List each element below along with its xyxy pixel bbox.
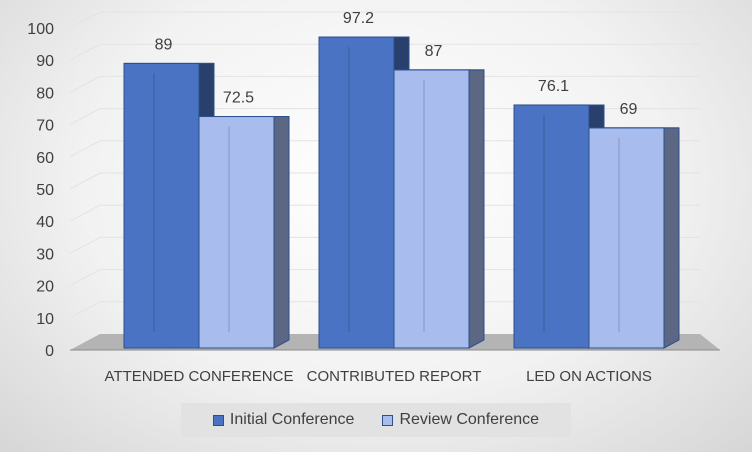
data-label: 72.5 (223, 90, 254, 107)
data-label: 69 (620, 101, 638, 118)
gridline-diagonal (69, 236, 101, 254)
bar (123, 62, 200, 349)
data-label: 76.1 (538, 78, 569, 95)
y-tick-label: 80 (36, 85, 54, 102)
y-tick-label: 60 (36, 150, 54, 167)
y-tick-label: 10 (36, 311, 54, 328)
bar (513, 104, 590, 349)
gridline-diagonal (69, 140, 101, 158)
gridline-diagonal (69, 11, 101, 29)
bar (588, 127, 665, 349)
gridline-diagonal (69, 204, 101, 222)
data-label: 97.2 (343, 10, 374, 27)
bar-side (663, 127, 680, 349)
gridline-diagonal (69, 108, 101, 126)
y-tick-label: 0 (45, 343, 54, 360)
legend-swatch-initial (212, 414, 224, 426)
bar-side (468, 69, 485, 349)
gridline-diagonal (69, 75, 101, 93)
legend-item-initial: Initial Conference (212, 411, 355, 429)
x-category-label: CONTRIBUTED REPORT (307, 368, 482, 385)
y-tick-label: 40 (36, 214, 54, 231)
gridline-diagonal (69, 269, 101, 287)
gridline-diagonal (69, 172, 101, 190)
gridline-diagonal (69, 43, 101, 61)
legend-label-initial: Initial Conference (229, 411, 355, 428)
gridline-diagonal (69, 301, 101, 319)
y-tick-label: 20 (36, 279, 54, 296)
y-tick-label: 90 (36, 53, 54, 70)
bar (198, 116, 275, 349)
data-label: 89 (155, 36, 173, 53)
legend-label-review: Review Conference (399, 411, 540, 428)
legend-swatch-review (382, 414, 394, 426)
legend-item-review: Review Conference (382, 411, 539, 429)
data-label: 87 (425, 43, 443, 60)
bar (318, 36, 395, 349)
y-tick-label: 70 (36, 118, 54, 135)
legend: Initial Conference Review Conference (181, 403, 571, 437)
y-tick-label: 50 (36, 182, 54, 199)
x-category-label: LED ON ACTIONS (526, 368, 652, 385)
y-tick-label: 30 (36, 246, 54, 263)
bar-side (273, 116, 290, 349)
x-category-label: ATTENDED CONFERENCE (105, 368, 294, 385)
y-tick-label: 100 (27, 21, 54, 38)
bar (393, 69, 470, 349)
